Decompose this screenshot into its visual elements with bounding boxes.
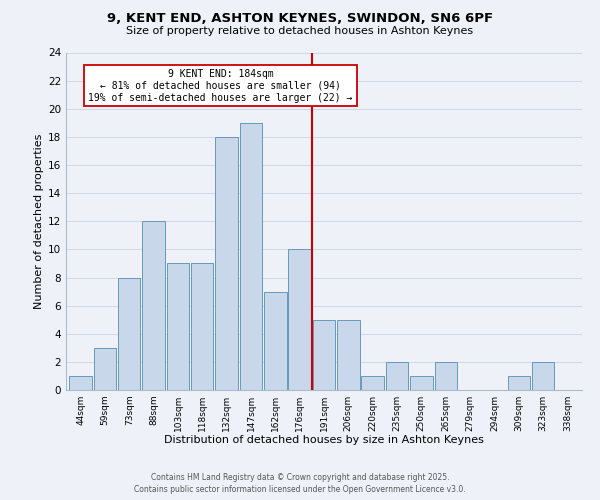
Bar bbox=[215, 137, 238, 390]
Bar bbox=[337, 320, 359, 390]
Bar bbox=[264, 292, 287, 390]
X-axis label: Distribution of detached houses by size in Ashton Keynes: Distribution of detached houses by size … bbox=[164, 436, 484, 446]
Bar bbox=[508, 376, 530, 390]
Bar bbox=[240, 123, 262, 390]
Bar bbox=[313, 320, 335, 390]
Text: Contains HM Land Registry data © Crown copyright and database right 2025.
Contai: Contains HM Land Registry data © Crown c… bbox=[134, 473, 466, 494]
Bar bbox=[386, 362, 408, 390]
Text: 9 KENT END: 184sqm
← 81% of detached houses are smaller (94)
19% of semi-detache: 9 KENT END: 184sqm ← 81% of detached hou… bbox=[88, 70, 353, 102]
Bar bbox=[118, 278, 140, 390]
Bar bbox=[434, 362, 457, 390]
Bar bbox=[191, 264, 214, 390]
Bar bbox=[532, 362, 554, 390]
Text: 9, KENT END, ASHTON KEYNES, SWINDON, SN6 6PF: 9, KENT END, ASHTON KEYNES, SWINDON, SN6… bbox=[107, 12, 493, 26]
Bar bbox=[167, 264, 189, 390]
Bar bbox=[94, 348, 116, 390]
Bar bbox=[361, 376, 384, 390]
Bar bbox=[289, 250, 311, 390]
Y-axis label: Number of detached properties: Number of detached properties bbox=[34, 134, 44, 309]
Bar bbox=[70, 376, 92, 390]
Bar bbox=[142, 221, 165, 390]
Text: Size of property relative to detached houses in Ashton Keynes: Size of property relative to detached ho… bbox=[127, 26, 473, 36]
Bar bbox=[410, 376, 433, 390]
